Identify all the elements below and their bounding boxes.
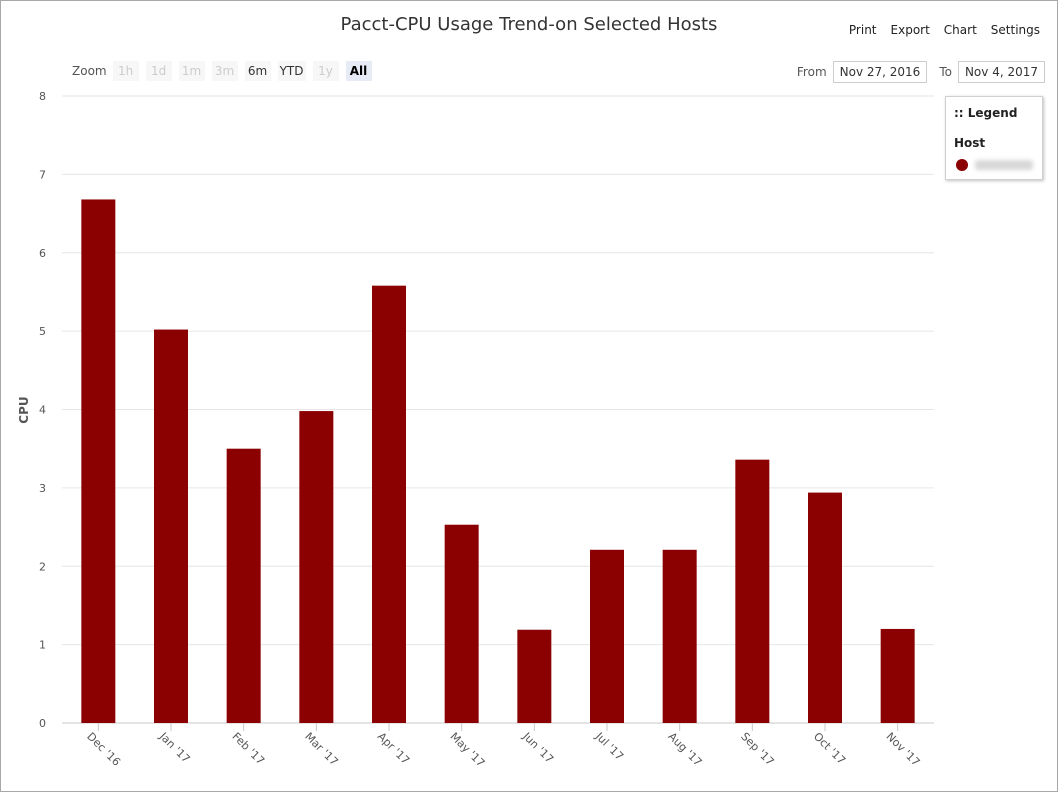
- bars: [81, 199, 915, 723]
- bar[interactable]: [735, 459, 770, 723]
- zoom-all-button[interactable]: All: [345, 61, 372, 81]
- x-tick-label: Oct '17: [811, 730, 848, 767]
- y-axis-label: CPU: [17, 396, 31, 423]
- settings-button[interactable]: Settings: [990, 23, 1040, 37]
- y-tick-label: 0: [39, 717, 46, 730]
- grid-lines: [62, 95, 934, 724]
- bar[interactable]: [81, 199, 116, 723]
- to-date-input[interactable]: Nov 4, 2017: [957, 61, 1045, 83]
- y-tick-label: 4: [39, 404, 46, 417]
- legend-item-label-redacted: [975, 160, 1033, 170]
- x-tick-label: Jan '17: [156, 729, 192, 765]
- legend: :: Legend Host: [945, 96, 1043, 180]
- from-date-input[interactable]: Nov 27, 2016: [832, 61, 928, 83]
- bar[interactable]: [444, 524, 479, 723]
- y-tick-label: 1: [39, 639, 46, 652]
- y-tick-label: 7: [39, 168, 46, 181]
- chart-title: Pacct-CPU Usage Trend-on Selected Hosts: [340, 14, 718, 35]
- legend-group-label: Host: [954, 136, 986, 150]
- zoom-1h-button[interactable]: 1h: [112, 61, 139, 81]
- x-tick-label: Jul '17: [592, 729, 626, 763]
- y-tick-label: 2: [39, 560, 46, 573]
- x-tick-label: Jun '17: [520, 729, 557, 766]
- legend-title: :: Legend: [954, 106, 1018, 120]
- zoom-label: Zoom: [72, 64, 107, 78]
- bar[interactable]: [372, 285, 406, 723]
- y-tick-label: 6: [39, 247, 46, 260]
- x-tick-label: Feb '17: [230, 730, 267, 767]
- y-tick-label: 3: [39, 482, 46, 495]
- bar[interactable]: [299, 411, 334, 723]
- legend-item[interactable]: [956, 159, 1033, 171]
- top-menu: Print Export Chart Settings: [849, 23, 1040, 37]
- export-button[interactable]: Export: [890, 23, 930, 37]
- bar[interactable]: [226, 448, 261, 723]
- chart-button[interactable]: Chart: [943, 23, 977, 37]
- bar[interactable]: [154, 329, 188, 723]
- zoom-selector: Zoom 1h 1d 1m 3m 6m YTD 1y All: [72, 61, 379, 81]
- bar[interactable]: [662, 549, 697, 723]
- zoom-1y-button[interactable]: 1y: [312, 61, 339, 81]
- bar[interactable]: [808, 492, 842, 723]
- y-tick-label: 8: [39, 90, 46, 103]
- bar[interactable]: [590, 549, 624, 723]
- bar[interactable]: [880, 628, 915, 723]
- y-axis-ticks: 0 1 2 3 4 5 6 7 8: [39, 90, 46, 730]
- x-axis-ticks: Dec '16 Jan '17 Feb '17 Mar '17 Apr '17 May '…: [84, 723, 922, 770]
- x-tick-label: Apr '17: [375, 730, 412, 767]
- zoom-1m-button[interactable]: 1m: [178, 61, 205, 81]
- x-tick-label: Aug '17: [666, 730, 705, 769]
- x-tick-label: May '17: [448, 730, 488, 770]
- x-tick-label: Sep '17: [738, 730, 776, 768]
- x-tick-label: Dec '16: [84, 730, 123, 769]
- date-range: From Nov 27, 2016 To Nov 4, 2017: [791, 61, 1045, 83]
- print-button[interactable]: Print: [848, 23, 877, 37]
- y-tick-label: 5: [39, 325, 46, 338]
- zoom-ytd-button[interactable]: YTD: [277, 61, 306, 81]
- bar[interactable]: [517, 629, 552, 723]
- zoom-6m-button[interactable]: 6m: [244, 61, 271, 81]
- x-tick-label: Mar '17: [302, 730, 340, 768]
- legend-marker-icon: [956, 159, 968, 171]
- zoom-1d-button[interactable]: 1d: [145, 61, 172, 81]
- from-label: From: [796, 65, 827, 79]
- to-label: To: [939, 65, 952, 79]
- x-tick-label: Nov '17: [884, 730, 923, 769]
- zoom-3m-button[interactable]: 3m: [211, 61, 238, 81]
